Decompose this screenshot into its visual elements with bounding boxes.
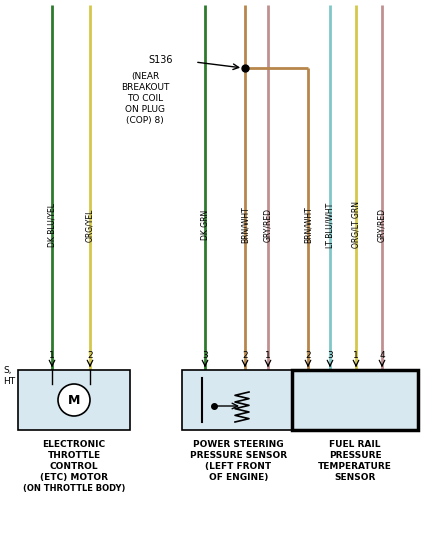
Text: POWER STEERING: POWER STEERING [193, 440, 284, 449]
Text: (COP) 8): (COP) 8) [126, 116, 164, 125]
Text: 1: 1 [353, 351, 359, 360]
Text: LT BLU/WHT: LT BLU/WHT [325, 202, 334, 248]
Text: (ON THROTTLE BODY): (ON THROTTLE BODY) [23, 484, 125, 493]
Text: ORG/YEL: ORG/YEL [86, 208, 95, 242]
Bar [18, 370, 130, 430]
Text: GRY/RED: GRY/RED [264, 208, 273, 242]
Text: ON PLUG: ON PLUG [125, 105, 165, 114]
Text: CONTROL: CONTROL [50, 462, 98, 471]
Text: GRY/RED: GRY/RED [378, 208, 387, 242]
Text: (LEFT FRONT: (LEFT FRONT [206, 462, 272, 471]
Text: 3: 3 [327, 351, 333, 360]
Bar [182, 370, 295, 430]
Text: THROTTLE: THROTTLE [48, 451, 101, 460]
Text: PRESSURE: PRESSURE [329, 451, 381, 460]
Text: 1: 1 [49, 351, 55, 360]
Text: ORG/LT GRN: ORG/LT GRN [352, 201, 360, 249]
Text: DK BLU/YEL: DK BLU/YEL [48, 203, 57, 247]
Text: SENSOR: SENSOR [334, 473, 376, 482]
Text: TO COIL: TO COIL [127, 94, 163, 103]
Bar [292, 370, 418, 430]
Text: (NEAR: (NEAR [131, 72, 159, 81]
Text: DK GRN: DK GRN [200, 210, 210, 240]
Text: PRESSURE SENSOR: PRESSURE SENSOR [190, 451, 287, 460]
Text: HT: HT [3, 376, 15, 386]
Text: 3: 3 [202, 351, 208, 360]
Text: TEMPERATURE: TEMPERATURE [318, 462, 392, 471]
Text: BREAKOUT: BREAKOUT [121, 83, 169, 92]
Text: S136: S136 [149, 55, 173, 65]
Text: OF ENGINE): OF ENGINE) [209, 473, 268, 482]
Text: ELECTRONIC: ELECTRONIC [42, 440, 105, 449]
Text: M: M [68, 393, 80, 406]
Text: BRN/WHT: BRN/WHT [241, 207, 250, 243]
Text: 2: 2 [87, 351, 93, 360]
Text: 2: 2 [242, 351, 248, 360]
Text: (ETC) MOTOR: (ETC) MOTOR [40, 473, 108, 482]
Text: 4: 4 [379, 351, 385, 360]
Text: BRN/WHT: BRN/WHT [304, 207, 312, 243]
Circle shape [58, 384, 90, 416]
Text: FUEL RAIL: FUEL RAIL [329, 440, 381, 449]
Text: 2: 2 [305, 351, 311, 360]
Text: 1: 1 [265, 351, 271, 360]
Text: S,: S, [3, 366, 12, 374]
